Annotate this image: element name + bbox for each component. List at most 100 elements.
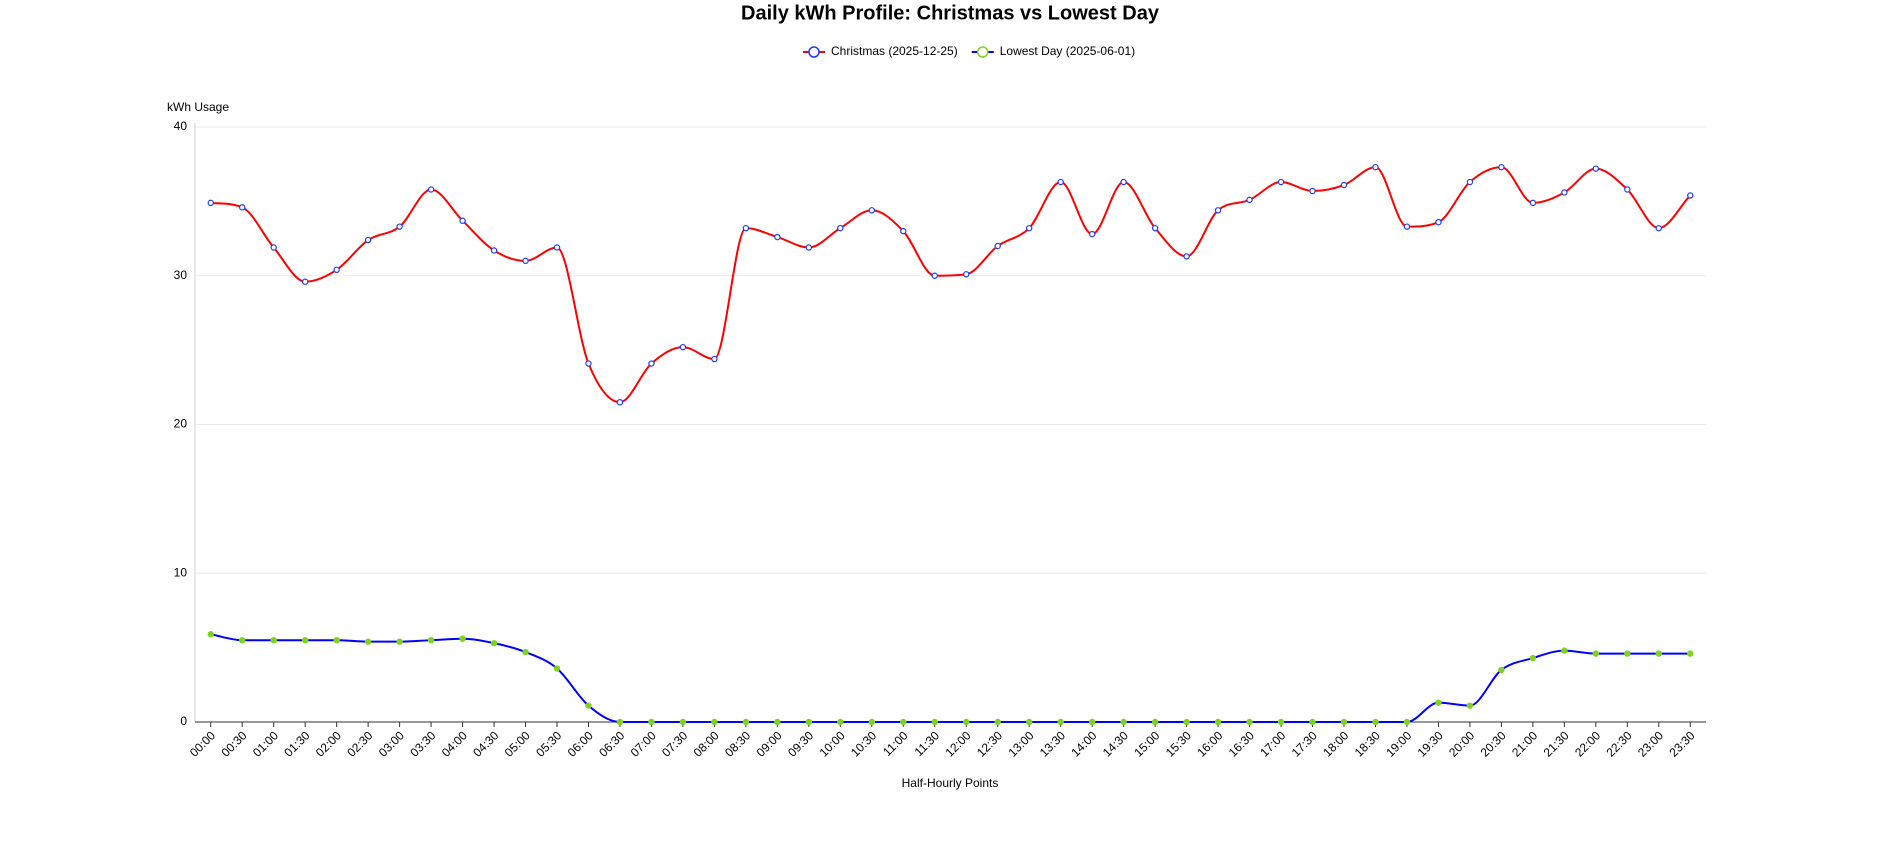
data-point	[1529, 654, 1537, 662]
data-point	[270, 636, 277, 644]
data-point	[837, 718, 844, 726]
data-point	[931, 272, 938, 279]
data-point	[553, 665, 561, 672]
data-point	[774, 233, 781, 241]
x-tick-label: 01:00	[250, 728, 281, 759]
legend-item: Christmas (2025-12-25)	[803, 44, 958, 58]
data-point	[1466, 702, 1474, 709]
data-point	[679, 343, 687, 351]
data-point	[1561, 189, 1568, 196]
data-point	[1246, 196, 1253, 204]
x-tick-label: 10:30	[848, 728, 879, 759]
x-tick-label: 07:00	[628, 728, 659, 759]
x-tick-label: 14:30	[1100, 728, 1131, 759]
x-tick-label: 17:00	[1257, 728, 1288, 759]
x-tick-label: 05:30	[533, 728, 564, 759]
x-tick-label: 12:30	[974, 728, 1005, 759]
x-tick-label: 05:00	[502, 728, 533, 759]
x-tick-label: 13:30	[1037, 728, 1068, 759]
x-tick-label: 17:30	[1289, 728, 1320, 759]
x-tick-label: 01:30	[281, 728, 312, 759]
legend-label: Christmas (2025-12-25)	[831, 44, 958, 58]
data-point	[459, 217, 466, 224]
data-point	[1277, 718, 1285, 726]
data-point	[805, 718, 813, 726]
x-tick-label: 18:30	[1352, 728, 1383, 759]
x-tick-label: 20:30	[1478, 728, 1509, 759]
data-point	[427, 636, 435, 644]
data-point	[1435, 218, 1442, 226]
data-point	[364, 236, 372, 244]
data-point	[1214, 207, 1222, 214]
data-point	[837, 224, 844, 232]
data-point	[1120, 718, 1127, 726]
data-point	[333, 266, 340, 273]
data-point	[1687, 650, 1694, 657]
x-tick-label: 07:30	[659, 728, 690, 759]
data-point	[585, 360, 592, 367]
x-tick-label: 12:00	[942, 728, 973, 759]
x-axis-title: Half-Hourly Points	[902, 776, 999, 790]
y-tick-label: 0	[180, 714, 187, 728]
y-tick-label: 30	[174, 268, 188, 282]
data-point	[1183, 718, 1190, 726]
data-point	[396, 638, 403, 645]
x-tick-label: 22:00	[1572, 728, 1603, 759]
data-point	[868, 207, 876, 214]
data-point	[931, 718, 938, 726]
data-point	[994, 242, 1001, 250]
x-tick-label: 00:30	[218, 728, 249, 759]
data-point	[522, 648, 529, 656]
data-point	[333, 636, 340, 644]
x-tick-label: 03:30	[407, 728, 438, 759]
x-tick-label: 10:00	[817, 728, 848, 759]
data-point	[301, 278, 309, 285]
legend-swatch-point	[808, 46, 820, 58]
data-point	[1372, 718, 1379, 726]
data-point	[1403, 718, 1411, 726]
data-point	[679, 718, 687, 726]
data-point	[963, 271, 970, 278]
series-line	[210, 633, 1691, 723]
x-tick-label: 21:30	[1541, 728, 1572, 759]
data-point	[1025, 718, 1033, 726]
data-point	[207, 631, 214, 638]
data-point	[774, 718, 781, 726]
data-point	[963, 718, 970, 726]
data-point	[1183, 253, 1190, 260]
y-tick-label: 10	[174, 565, 188, 579]
x-tick-label: 16:30	[1226, 728, 1257, 759]
data-point	[868, 718, 876, 726]
data-point	[1592, 165, 1600, 172]
x-tick-label: 23:30	[1666, 728, 1697, 759]
data-point	[616, 718, 624, 726]
data-point	[207, 199, 214, 207]
data-point	[490, 639, 498, 647]
data-point	[1435, 699, 1442, 706]
data-point	[1057, 178, 1064, 186]
x-tick-label: 11:00	[880, 728, 911, 759]
data-point	[239, 636, 246, 644]
x-tick-label: 21:00	[1509, 728, 1540, 759]
data-point	[1561, 647, 1568, 654]
data-point	[648, 718, 655, 726]
data-point	[1309, 718, 1316, 726]
x-tick-label: 18:00	[1320, 728, 1351, 759]
data-point	[1309, 187, 1316, 195]
x-tick-label: 08:30	[722, 728, 753, 759]
data-point	[459, 635, 466, 642]
data-point	[900, 227, 907, 235]
data-point	[994, 718, 1001, 726]
x-tick-label: 03:00	[376, 728, 407, 759]
x-tick-label: 09:00	[754, 728, 785, 759]
data-point	[711, 355, 718, 363]
x-tick-label: 04:00	[439, 728, 470, 759]
data-point	[239, 204, 246, 211]
x-tick-label: 04:30	[470, 728, 501, 759]
x-tick-label: 16:00	[1194, 728, 1225, 759]
series-line	[210, 166, 1691, 404]
y-axis-title: kWh Usage	[167, 100, 229, 114]
x-tick-label: 06:30	[596, 728, 627, 759]
